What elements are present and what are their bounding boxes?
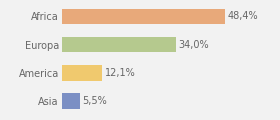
Bar — [62, 65, 102, 81]
Bar — [62, 9, 225, 24]
Text: 34,0%: 34,0% — [178, 40, 209, 50]
Bar — [62, 93, 80, 109]
Text: 5,5%: 5,5% — [82, 96, 107, 106]
Text: 12,1%: 12,1% — [104, 68, 135, 78]
Bar — [62, 37, 176, 52]
Text: 48,4%: 48,4% — [227, 11, 258, 21]
